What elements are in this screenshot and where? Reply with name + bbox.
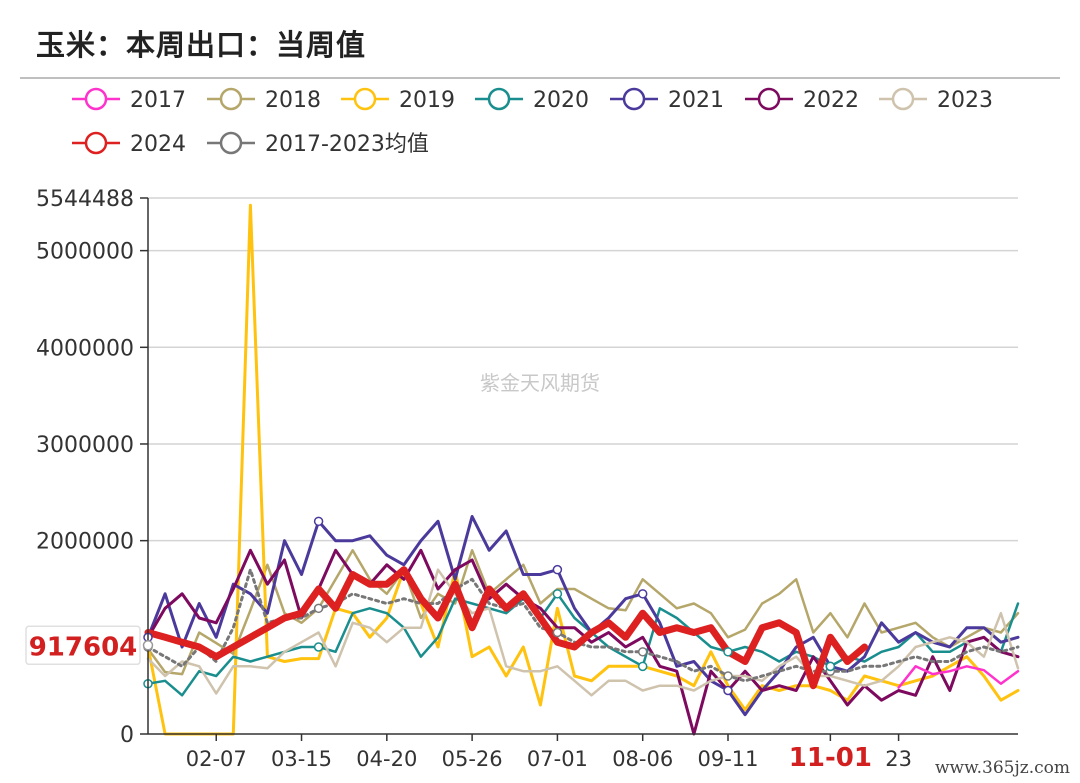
- y-tick-label: 4000000: [36, 336, 134, 361]
- data-point-marker: [723, 685, 733, 696]
- data-point-marker: [313, 603, 324, 614]
- legend-swatch-marker: [891, 87, 915, 111]
- x-tick-label: 09-11: [697, 747, 758, 771]
- legend-item-2017[interactable]: 2017: [72, 87, 186, 113]
- x-tick-label: 05-26: [442, 747, 503, 771]
- legend-item-2021[interactable]: 2021: [610, 87, 724, 113]
- y-tick-label: 3000000: [36, 433, 134, 458]
- watermark: 紫金天风期货: [480, 371, 600, 395]
- legend-item-2024[interactable]: 2024: [72, 131, 186, 157]
- x-tick-label: 03-15: [271, 747, 332, 771]
- legend-item-2023[interactable]: 2023: [879, 87, 993, 113]
- legend-swatch-marker: [84, 87, 108, 111]
- legend-label: 2022: [803, 88, 859, 113]
- legend-label: 2018: [265, 88, 321, 113]
- y-tick-label: 0: [120, 723, 134, 748]
- data-point-marker: [313, 642, 324, 652]
- x-tick-label: 02-07: [186, 747, 247, 771]
- data-point-marker: [637, 589, 648, 599]
- x-tick-label: 11-01: [789, 743, 872, 773]
- data-point-marker: [313, 516, 324, 527]
- gridlines: [148, 197, 1018, 542]
- current-value-callout: 917604: [25, 625, 154, 666]
- callout-box: [25, 625, 141, 666]
- series-line-2023: [146, 568, 1020, 697]
- legend-swatch-marker: [219, 131, 243, 155]
- series-line-2020: [146, 592, 1020, 697]
- title-divider: [20, 77, 1060, 79]
- legend-swatch-marker: [757, 87, 781, 111]
- legend-swatch-marker: [622, 87, 646, 111]
- data-point-marker: [637, 647, 648, 657]
- legend-label: 2024: [130, 132, 186, 157]
- legend-label: 2023: [937, 88, 993, 113]
- y-axis-ticks: 0 2000000 3000000 4000000 5000000 5544488: [36, 187, 148, 748]
- x-tick-label: 04-20: [356, 747, 417, 771]
- data-point-marker: [723, 647, 733, 657]
- callout-anchor-dot: [142, 640, 154, 651]
- legend-label: 2017-2023均值: [265, 132, 429, 157]
- x-tick-label: 08-06: [612, 747, 673, 771]
- legend-label: 2017: [130, 88, 186, 113]
- series-line-2019: [146, 203, 1020, 736]
- series-lines: [143, 203, 1020, 736]
- chart-title: 玉米：本周出口：当周值: [36, 28, 367, 62]
- series-line-2017: [897, 665, 1020, 689]
- site-watermark: www.365jz.com: [931, 757, 1074, 779]
- data-point-marker: [723, 671, 733, 681]
- legend-item-2020[interactable]: 2020: [475, 87, 589, 113]
- y-tick-label: 5000000: [36, 240, 134, 265]
- y-tick-label: 5544488: [36, 187, 134, 212]
- legend-item-2017-2023均值[interactable]: 2017-2023均值: [207, 131, 429, 157]
- series-line-2024: [144, 566, 868, 690]
- data-point-marker: [552, 564, 563, 575]
- legend-label: 2021: [668, 88, 724, 113]
- legend-swatch-marker: [219, 87, 243, 111]
- data-point-marker: [825, 661, 836, 672]
- legend-swatch-marker: [487, 87, 511, 111]
- legend-label: 2020: [533, 88, 589, 113]
- data-point-marker: [552, 627, 563, 638]
- y-tick-label: 2000000: [36, 530, 134, 555]
- data-point-marker: [637, 661, 648, 672]
- callout-value: 917604: [29, 632, 138, 662]
- legend-item-2019[interactable]: 2019: [341, 87, 455, 113]
- legend-label: 2019: [399, 88, 455, 113]
- data-point-marker: [552, 589, 563, 599]
- x-tick-label: 07-01: [527, 747, 588, 771]
- legend-swatch-marker: [84, 131, 108, 155]
- series-line-2021: [146, 515, 1020, 717]
- x-axis-ticks: 02-07 03-15 04-20 05-26 07-01 08-06 09-11 11-01…: [186, 734, 912, 773]
- x-tick-label: 23: [885, 747, 912, 771]
- legend-swatch-marker: [353, 87, 377, 111]
- series-line-2022: [146, 548, 1020, 736]
- legend-item-2018[interactable]: 2018: [207, 87, 321, 113]
- legend[interactable]: 2017 2018 2019 2020 2021 2022 2023 2024 2017-202…: [72, 87, 993, 157]
- legend-item-2022[interactable]: 2022: [745, 87, 859, 113]
